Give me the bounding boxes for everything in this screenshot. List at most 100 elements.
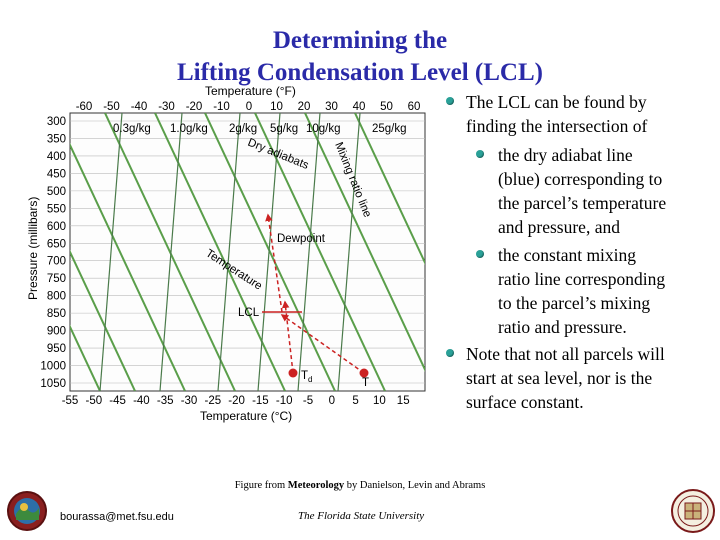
pressure-tick-label: 300: [47, 116, 66, 128]
pressure-tick-label: 800: [47, 291, 66, 303]
pressure-tick-label: 350: [47, 133, 66, 145]
mixing-ratio-label: 0.3g/kg: [113, 123, 151, 135]
mixing-ratio-line: [99, 113, 123, 391]
sub-bullet-1-line3: the parcel’s temperature: [498, 193, 667, 213]
bullet-1-line1: The LCL can be found by: [466, 92, 647, 112]
sub-bullet-2-line2: ratio line corresponding: [498, 269, 666, 289]
top-tick-label: 50: [380, 101, 393, 113]
lcl-label: LCL: [238, 307, 260, 319]
dry-adiabat-line: [70, 249, 136, 391]
sub-bullet-1-line1: the dry adiabat line: [498, 145, 633, 165]
bottom-tick-label: -25: [204, 395, 221, 407]
sub-bullet-dot: [476, 150, 484, 158]
td-label: Td: [301, 370, 312, 384]
y-axis-label: Pressure (millibars): [26, 197, 40, 300]
mixing-ratio-line: [159, 113, 183, 391]
bottom-tick-label: 10: [373, 395, 386, 407]
mixing-ratio-label: 25g/kg: [372, 123, 407, 135]
dewpoint-ascent-line: [281, 300, 294, 374]
top-tick-label: -20: [186, 101, 203, 113]
bullet-1-line2: finding the intersection of: [466, 116, 648, 136]
mixing-ratio-label: 10g/kg: [306, 123, 341, 135]
university-seal: [671, 489, 715, 533]
pressure-tick-label: 950: [47, 343, 66, 355]
pressure-tick-label: 550: [47, 203, 66, 215]
temperature-ascent-line: [280, 314, 365, 374]
pressure-tick-label: 900: [47, 326, 66, 338]
dry-adiabat-line: [304, 113, 425, 372]
bullet-dot: [446, 349, 454, 357]
sub-bullet-2-line1: the constant mixing: [498, 245, 637, 265]
mixing-ratio-label: 5g/kg: [270, 123, 298, 135]
mixing-ratio-line: [297, 113, 321, 391]
top-tick-label: -10: [213, 101, 230, 113]
bottom-tick-label: -15: [252, 395, 269, 407]
bottom-tick-label: -20: [228, 395, 245, 407]
dry-adiabat-line: [154, 113, 286, 391]
pressure-tick-label: 1000: [40, 361, 66, 373]
bottom-tick-label: -5: [303, 395, 313, 407]
sub-bullet-1-line2: (blue) corresponding to: [498, 169, 663, 189]
t-label: T: [362, 377, 369, 389]
pressure-tick-label: 1050: [40, 378, 66, 390]
slide-title-line2: Lifting Condensation Level (LCL): [176, 59, 543, 86]
dry-adiabat-line: [354, 113, 425, 266]
top-tick-label: -60: [76, 101, 93, 113]
plot-frame: [69, 112, 426, 392]
dry-adiabat-line: [70, 324, 101, 391]
bullet-dot: [446, 97, 454, 105]
pressure-tick-label: 650: [47, 238, 66, 250]
pressure-tick-label: 450: [47, 168, 66, 180]
footer-email: bourassa@met.fsu.edu: [60, 511, 174, 523]
dry-adiabat-line: [204, 113, 336, 391]
bottom-tick-label: 15: [397, 395, 410, 407]
bottom-tick-label: -40: [133, 395, 150, 407]
sub-bullet-2-line3: to the parcel’s mixing: [498, 293, 651, 313]
bottom-axis-label: Temperature (°C): [200, 409, 292, 423]
top-axis-label: Temperature (°F): [205, 84, 296, 98]
top-tick-label: 10: [270, 101, 283, 113]
mixing-ratio-line: [337, 113, 361, 391]
dewpoint-label: Dewpoint: [277, 233, 326, 245]
mixing-ratio-line: [217, 113, 241, 391]
top-tick-label: 60: [408, 101, 421, 113]
dry-adiabat-line: [104, 113, 236, 391]
footer-university: The Florida State University: [298, 510, 425, 522]
bottom-tick-label: 0: [329, 395, 335, 407]
pressure-tick-label: 750: [47, 273, 66, 285]
sub-bullet-1-line4: and pressure, and: [498, 217, 620, 237]
bottom-tick-label: -35: [157, 395, 174, 407]
figure-caption: Figure from Meteorology by Danielson, Le…: [234, 480, 486, 491]
bottom-tick-label: 5: [352, 395, 358, 407]
bottom-tick-label: -55: [62, 395, 79, 407]
sub-bullet-2-line4: ratio and pressure.: [498, 317, 627, 337]
parcel-path: [262, 213, 369, 378]
top-tick-label: 30: [325, 101, 338, 113]
bottom-tick-label: -30: [181, 395, 198, 407]
pressure-tick-label: 850: [47, 308, 66, 320]
dewpoint-point: [288, 368, 298, 378]
pressure-tick-label: 700: [47, 256, 66, 268]
pressure-tick-label: 400: [47, 151, 66, 163]
bullet-2-line2: start at sea level, nor is the: [466, 368, 653, 388]
dry-adiabat-ascent-line: [265, 213, 283, 313]
bullet-2-line3: surface constant.: [466, 392, 584, 412]
bullet-2-line1: Note that not all parcels will: [466, 344, 665, 364]
top-tick-label: 0: [246, 101, 252, 113]
sub-bullet-dot: [476, 250, 484, 258]
top-tick-label: -50: [103, 101, 120, 113]
mixing-ratio-label: 1.0g/kg: [170, 123, 208, 135]
department-logo: [7, 491, 47, 531]
top-tick-label: 20: [298, 101, 311, 113]
top-tick-label: 40: [353, 101, 366, 113]
temperature-point: [359, 368, 369, 378]
pressure-tick-label: 500: [47, 186, 66, 198]
top-tick-label: -40: [131, 101, 148, 113]
mixing-ratio-label: 2g/kg: [229, 123, 257, 135]
bottom-tick-label: -10: [276, 395, 293, 407]
bottom-tick-label: -50: [85, 395, 102, 407]
mixing-ratio-line: [257, 113, 281, 391]
slide-title-line1: Determining the: [272, 27, 448, 54]
pressure-tick-label: 600: [47, 221, 66, 233]
